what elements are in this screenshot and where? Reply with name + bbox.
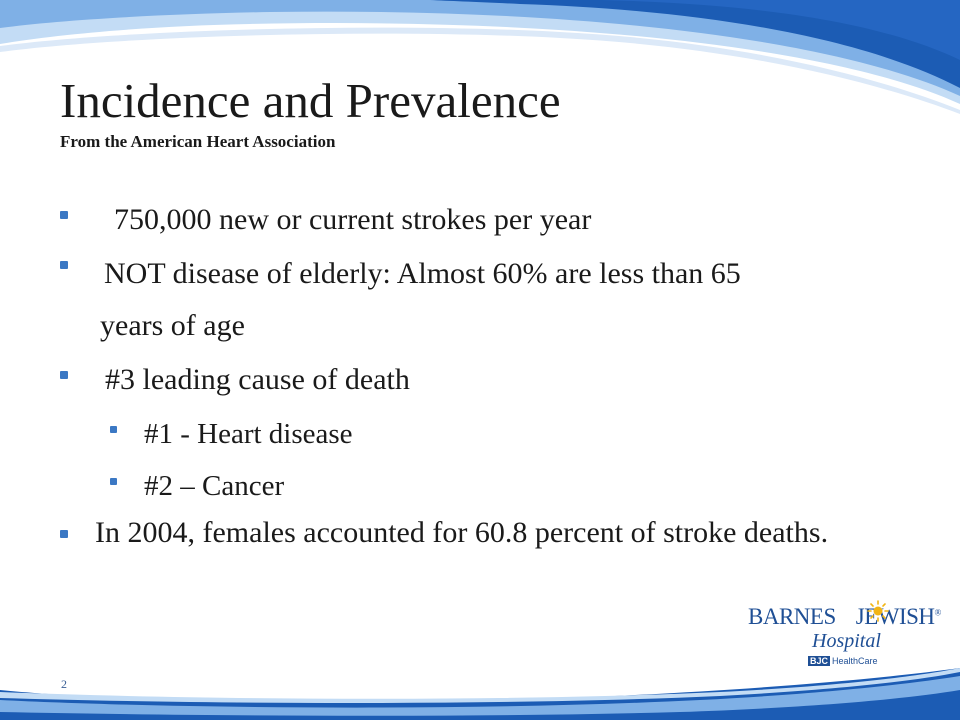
sun-icon (867, 600, 889, 622)
slide-title: Incidence and Prevalence (60, 73, 561, 128)
logo-bjc: BJC (808, 656, 831, 666)
slide-number: 2 (61, 677, 67, 691)
sub-bullet-item: #1 - Heart disease (60, 412, 920, 464)
bullet-text-line-1: NOT disease of elderly: Almost 60% are l… (104, 257, 741, 290)
slide-subtitle: From the American Heart Association (60, 131, 336, 151)
square-bullet-icon (60, 261, 68, 269)
logo-trademark: ® (934, 607, 942, 618)
sub-bullet-text: #2 – Cancer (144, 470, 285, 502)
logo-hospital: Hospital (812, 630, 881, 652)
bullet-text: In 2004, females accounted for 60.8 perc… (95, 516, 829, 549)
logo-bjc-healthcare: BJC HealthCare (808, 656, 878, 666)
barnes-jewish-logo: BARNES JEWISH® Hospital BJC HealthCare (748, 598, 941, 674)
bullet-item: In 2004, females accounted for 60.8 perc… (60, 516, 920, 550)
bullet-item: #3 leading cause of death (60, 356, 920, 412)
square-bullet-icon (60, 371, 68, 379)
sub-bullet-item: #2 – Cancer (60, 464, 920, 516)
title-block: Incidence and Prevalence From the Americ… (60, 74, 561, 152)
square-bullet-icon (110, 478, 117, 485)
bullet-text: #3 leading cause of death (105, 363, 410, 396)
bullet-list: 750,000 new or current strokes per year … (60, 196, 920, 550)
sub-bullet-text: #1 - Heart disease (144, 418, 353, 450)
logo-barnes: BARNES (748, 604, 836, 629)
bullet-text-line-2: years of age (100, 309, 245, 342)
square-bullet-icon (60, 530, 68, 538)
logo-wordmark: BARNES JEWISH® (748, 604, 941, 630)
square-bullet-icon (60, 211, 68, 219)
logo-healthcare: HealthCare (832, 656, 878, 666)
bullet-item: 750,000 new or current strokes per year (60, 196, 920, 250)
bullet-text: 750,000 new or current strokes per year (114, 203, 592, 236)
bullet-item: NOT disease of elderly: Almost 60% are l… (60, 246, 920, 356)
square-bullet-icon (110, 426, 117, 433)
logo-jewish: JEWISH (855, 604, 935, 629)
